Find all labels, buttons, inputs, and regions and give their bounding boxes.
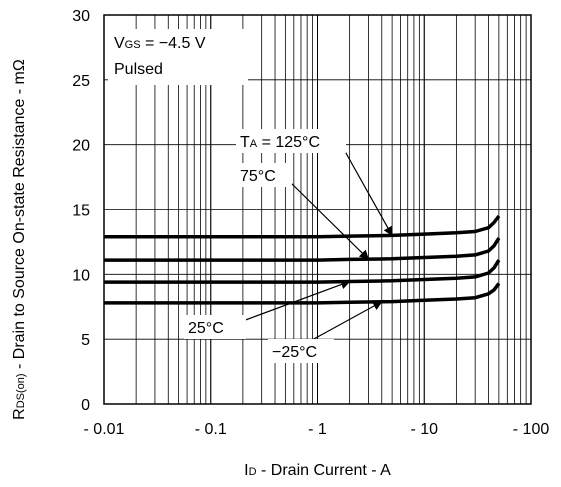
annotation-arrow [289, 181, 370, 260]
series-line-2 [104, 259, 501, 284]
annotation-arrow [341, 145, 393, 237]
x-tick-label: - 10 [410, 421, 438, 438]
series-line-1 [104, 237, 501, 262]
annotation-arrow [239, 279, 351, 323]
legend-box: VGS = −4.5 V Pulsed [108, 29, 248, 85]
tick-labels: 0 5 10 15 20 25 30 - 0.01 - 0.1 - 1 - 10 - 100 [72, 8, 549, 438]
annotation-bg [236, 129, 346, 153]
plot-frame [103, 14, 532, 405]
series-line-0 [104, 214, 501, 239]
y-tick-label: 0 [81, 397, 90, 414]
y-tick-label: 20 [72, 138, 90, 155]
annotation-bg [268, 339, 334, 363]
annotation-label: −25°C [272, 344, 317, 361]
x-tick-label: - 1 [308, 421, 327, 438]
annotation-bg [184, 315, 246, 339]
annotation-label: 25°C [188, 320, 224, 337]
x-axis-title: ID - Drain Current - A [244, 462, 391, 479]
y-tick-label: 15 [72, 203, 90, 220]
x-tick-label: - 0.01 [84, 421, 125, 438]
series-group [104, 214, 501, 305]
x-tick-label: - 100 [513, 421, 550, 438]
annotation-label: 75°C [240, 168, 276, 185]
annotation-arrow [311, 301, 383, 341]
legend-pulsed-label: Pulsed [114, 61, 163, 78]
annotation-label: TA = 125°C [240, 134, 320, 151]
y-tick-label: 30 [72, 8, 90, 25]
x-tick-label: - 0.1 [195, 421, 227, 438]
series-line-3 [104, 282, 501, 305]
y-tick-label: 25 [72, 73, 90, 90]
y-axis-title: RDS(on) - Drain to Source On-state Resis… [11, 59, 28, 420]
y-tick-label: 5 [81, 332, 90, 349]
annotation-bg [236, 163, 292, 187]
legend-rect [108, 29, 248, 85]
annotations: TA = 125°C 75°C 25°C −25°C [184, 129, 393, 363]
legend-vgs-label: VGS = −4.5 V [114, 35, 206, 52]
y-tick-label: 10 [72, 267, 90, 284]
